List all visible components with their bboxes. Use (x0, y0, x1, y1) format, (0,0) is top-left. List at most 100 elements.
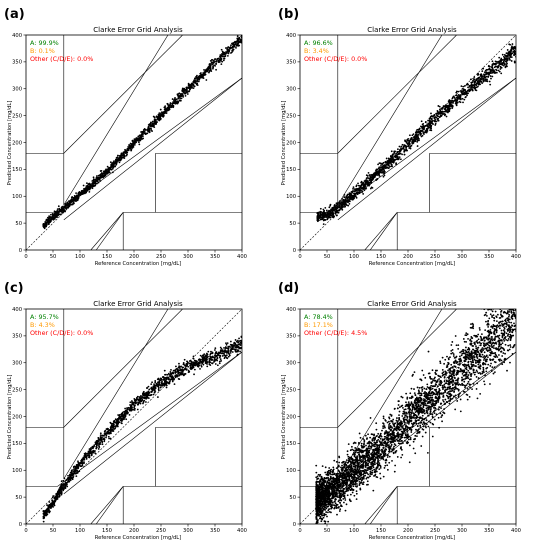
data-point (87, 452, 89, 455)
data-point (512, 46, 515, 49)
data-point (404, 140, 407, 143)
data-point (211, 59, 214, 61)
data-point (101, 436, 103, 439)
data-point (217, 61, 220, 64)
data-point (140, 138, 143, 141)
data-point (235, 44, 238, 47)
data-point (171, 104, 174, 107)
data-point (187, 83, 190, 86)
y-tick-label: 350 (12, 60, 22, 66)
data-point (120, 152, 123, 155)
data-point (233, 44, 236, 47)
data-point (467, 92, 469, 95)
x-axis-label: Reference Concentration [mg/dL] (369, 261, 455, 267)
data-point (147, 126, 150, 129)
data-point (96, 441, 99, 443)
data-point (114, 165, 116, 168)
data-point (46, 513, 49, 516)
data-point (160, 384, 163, 387)
data-point (443, 114, 446, 117)
data-point (180, 369, 183, 372)
data-point (199, 367, 201, 370)
data-point (171, 380, 174, 383)
data-point (404, 139, 406, 142)
data-point (109, 168, 112, 171)
data-point (220, 347, 223, 350)
data-point (483, 348, 485, 350)
data-point (133, 399, 136, 402)
data-point (503, 64, 505, 67)
data-point (127, 149, 130, 152)
data-point (154, 381, 157, 384)
data-point (47, 508, 50, 511)
data-point (231, 346, 234, 349)
data-point (416, 145, 419, 147)
data-point (105, 436, 107, 439)
data-point (414, 137, 417, 140)
data-point (466, 89, 469, 92)
data-point (109, 430, 112, 432)
data-point (167, 372, 170, 375)
data-point (216, 364, 219, 367)
data-point (60, 206, 63, 209)
data-point (421, 123, 424, 126)
data-point (233, 343, 235, 346)
data-point (163, 379, 166, 382)
data-point (189, 362, 192, 365)
data-point (367, 177, 370, 180)
data-point (147, 385, 150, 388)
data-point (346, 196, 349, 199)
zone-boundary-line (63, 35, 183, 154)
data-point (409, 147, 412, 150)
data-point (481, 70, 484, 73)
data-point (231, 351, 234, 353)
data-point (45, 224, 48, 227)
data-point (430, 127, 433, 130)
data-point (128, 413, 131, 416)
data-point (322, 208, 325, 211)
data-point (475, 78, 478, 80)
data-point (109, 166, 112, 169)
x-tick-label: 350 (210, 528, 220, 534)
y-tick-label: 300 (12, 361, 22, 367)
data-point (111, 428, 114, 431)
data-point (321, 216, 324, 219)
y-tick-label: 100 (12, 194, 22, 200)
data-point (159, 108, 162, 111)
data-point (484, 76, 487, 79)
data-point (506, 58, 509, 61)
y-axis-label: Predicted Concentration [mg/dL] (281, 101, 287, 186)
data-point (485, 73, 487, 75)
data-point (430, 120, 433, 123)
data-point (101, 443, 104, 446)
data-point (436, 115, 439, 117)
data-point (108, 168, 110, 171)
data-point (333, 204, 336, 207)
data-point (92, 449, 95, 452)
data-point (508, 56, 510, 59)
data-point (491, 66, 494, 69)
data-point (163, 106, 166, 109)
data-point (497, 69, 500, 72)
data-point (456, 102, 458, 104)
data-point (413, 388, 415, 390)
data-point (83, 455, 86, 457)
data-point (75, 192, 77, 195)
data-point (211, 356, 214, 359)
data-point (97, 443, 100, 446)
data-point (147, 392, 150, 395)
data-point (318, 214, 321, 217)
data-point (144, 396, 147, 399)
data-point (407, 401, 410, 404)
data-point (236, 349, 239, 352)
data-point (429, 115, 432, 118)
chart-title: Clarke Error Grid Analysis (367, 300, 457, 308)
y-tick-label: 0 (19, 522, 22, 528)
data-point (476, 74, 479, 76)
data-point (113, 419, 116, 422)
data-point (467, 337, 469, 340)
data-point (236, 43, 238, 45)
data-point (100, 176, 103, 179)
data-point (334, 207, 336, 210)
